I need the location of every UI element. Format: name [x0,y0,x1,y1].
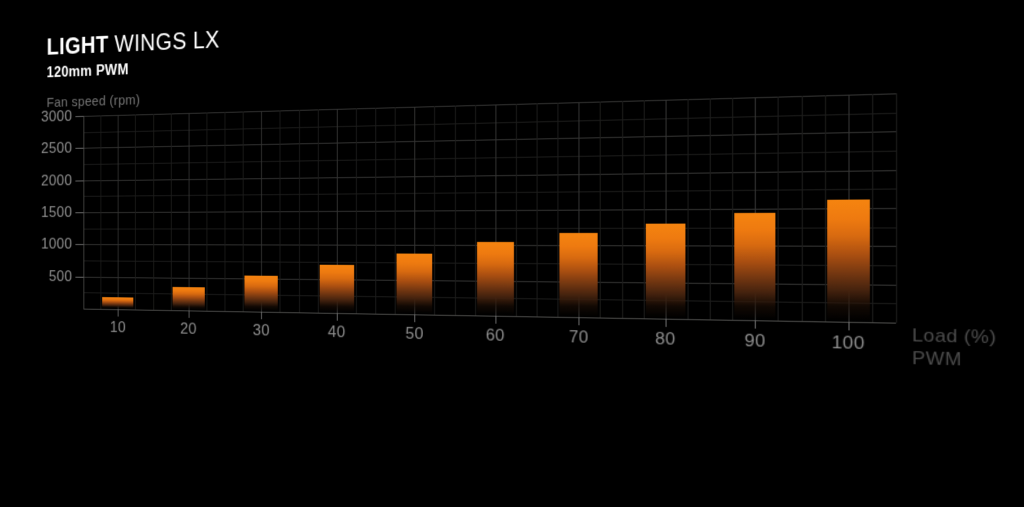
y-tick [75,180,84,182]
v-gridline-minor [709,98,711,320]
v-gridline-minor [355,108,357,314]
v-gridline-minor [135,114,137,310]
bar-60 [476,242,514,316]
x-tick-label: 20 [180,319,197,338]
v-gridline-minor [206,112,208,311]
y-tick-label: 500 [48,266,73,285]
bar-50 [396,253,433,314]
x-tick-label: 80 [655,328,676,349]
v-gridline-minor [317,109,319,313]
h-gridline-minor [83,150,897,166]
bar-70 [559,232,598,317]
y-tick-label: 2500 [41,138,73,157]
bar-10 [102,297,134,309]
x-tick [848,321,850,331]
x-tick-label: 100 [831,332,865,354]
v-gridline-minor [454,105,456,316]
h-gridline-minor [83,188,897,198]
h-gridline-major [83,131,897,149]
bar-40 [319,264,354,313]
x-axis-title: Load (%) PWM [912,325,997,372]
v-gridline-minor [394,107,396,314]
v-gridline-minor [732,97,734,320]
x-axis-title-line2: PWM [912,347,962,370]
bar-90 [734,212,776,320]
bar-20 [172,286,205,310]
y-axis-title: Fan speed (rpm) [46,92,141,111]
v-gridline-minor [170,113,172,311]
y-axis-line [83,115,85,309]
x-tick [578,317,580,326]
y-tick [75,115,84,118]
v-gridline-minor [434,106,436,315]
x-tick [336,312,338,321]
x-tick-label: 10 [109,318,126,336]
product-subtitle: 120mm PWM [46,62,129,81]
v-gridline-minor [777,96,780,321]
v-gridline-minor [801,95,803,321]
product-title-bold: LIGHT [46,32,109,61]
y-tick [75,148,84,150]
v-gridline-minor [152,113,154,310]
bar-100 [826,199,870,322]
x-tick-label: 90 [744,330,766,351]
v-gridline-minor [536,103,538,317]
title-block: LIGHT WINGS LX 120mm PWM Fan speed (rpm) [47,27,220,111]
v-gridline-minor [600,101,602,318]
y-tick-label: 2000 [41,170,73,189]
v-gridline-minor [279,110,281,313]
y-tick-label: 1500 [41,202,73,221]
x-tick [495,315,497,324]
v-gridline-major [188,112,190,311]
x-tick [414,314,416,323]
bar-80 [645,223,686,318]
product-title: LIGHT WINGS LX [47,27,220,61]
v-gridline-minor [557,102,559,317]
v-gridline-minor [224,111,226,312]
v-gridline-minor [687,99,689,320]
v-gridline-minor [871,93,874,323]
x-tick [188,310,190,318]
v-gridline-minor [474,105,476,316]
bar-30 [244,275,278,312]
plot-area: 500 1000 1500 2000 2500 3000 10 20 30 40 50 60 70 80 9… [41,93,898,353]
v-gridline-minor [100,115,102,309]
x-tick-label: 30 [252,320,270,340]
h-gridline-minor [83,112,897,133]
h-gridline-major [83,169,897,182]
v-gridline-minor [621,100,623,318]
v-gridline-minor [298,109,300,313]
x-tick [755,320,757,329]
x-tick-label: 60 [485,325,505,345]
x-tick [117,309,119,317]
x-tick-label: 70 [568,327,589,347]
y-tick [75,276,84,278]
x-axis-title-line1: Load (%) [912,325,997,348]
y-tick [75,212,84,214]
x-tick-label: 50 [405,323,424,343]
y-tick-label: 3000 [41,106,73,125]
x-tick-label: 40 [327,322,346,342]
v-gridline-major [117,114,119,310]
y-tick-label: 1000 [41,234,73,253]
v-gridline-minor [824,95,826,322]
v-gridline-minor [896,93,898,323]
x-tick [665,318,667,327]
v-gridline-minor [643,100,645,319]
y-tick [75,244,84,246]
perspective-scene: LIGHT WINGS LX 120mm PWM Fan speed (rpm) … [41,0,1024,507]
v-gridline-minor [375,107,377,314]
v-gridline-minor [515,103,517,317]
x-tick [261,311,263,320]
v-gridline-minor [242,111,244,312]
product-title-regular: WINGS LX [114,26,220,58]
